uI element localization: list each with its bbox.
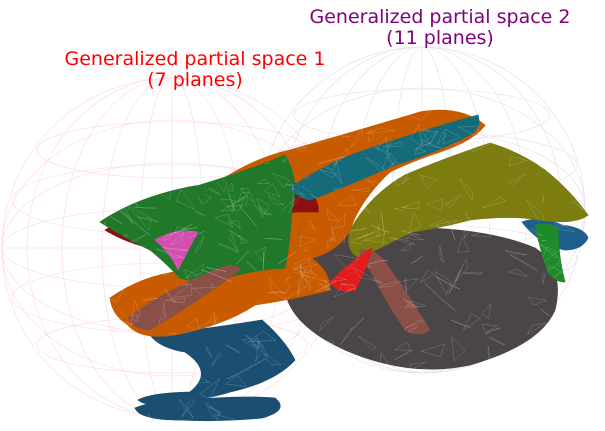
- surface-green-slab: [99, 154, 296, 282]
- space-1-label: Generalized partial space 1 (7 planes): [40, 49, 350, 91]
- plane-surfaces: [99, 109, 589, 422]
- space-1-title: Generalized partial space 1: [64, 48, 326, 70]
- surface-teal-ribbon: [289, 114, 480, 201]
- surface-pink-shard: [154, 230, 199, 271]
- surface-brown-strip: [127, 265, 241, 331]
- surface-navy-ribbon-lower: [134, 396, 281, 422]
- surface-green-spike: [534, 223, 566, 283]
- space-1-subtitle: (7 planes): [147, 69, 243, 91]
- space-2-label: Generalized partial space 2 (11 planes): [290, 7, 590, 49]
- space-2-subtitle: (11 planes): [386, 27, 494, 49]
- surface-rose-brown-wedge: [359, 249, 431, 335]
- space-2-title: Generalized partial space 2: [309, 6, 571, 28]
- surface-red-spike: [329, 247, 373, 292]
- surface-olive: [348, 142, 589, 259]
